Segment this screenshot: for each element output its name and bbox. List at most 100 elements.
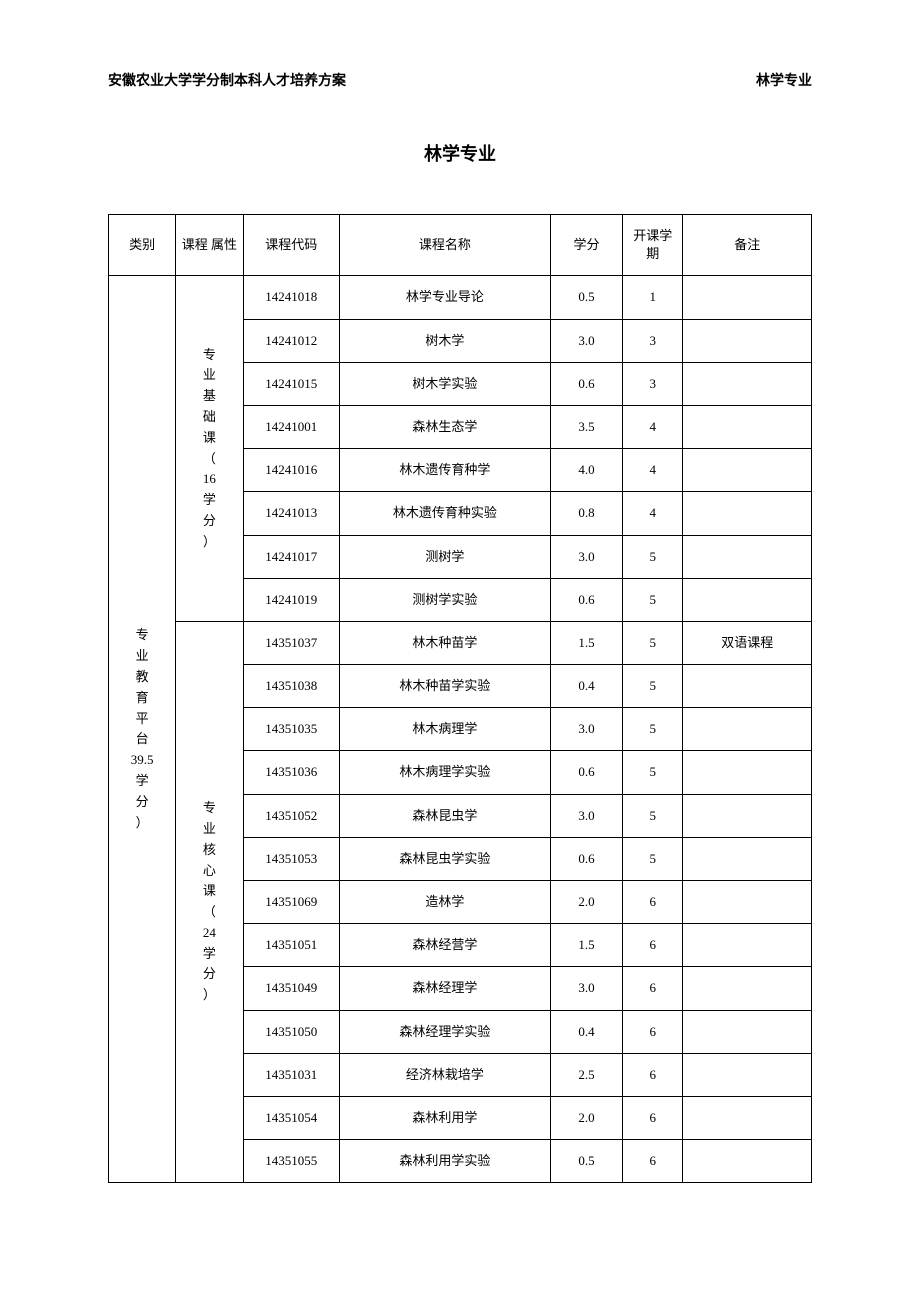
cell-note: [683, 665, 812, 708]
col-term: 开课学期: [623, 215, 683, 276]
table-body: 专业教育平台39.5学分）专业基础课（16学分）14241018林学专业导论0.…: [109, 276, 812, 1183]
cell-credit: 0.6: [550, 578, 622, 621]
cell-credit: 1.5: [550, 924, 622, 967]
cell-term: 5: [623, 665, 683, 708]
cell-code: 14241015: [243, 362, 339, 405]
col-note: 备注: [683, 215, 812, 276]
cell-note: 双语课程: [683, 621, 812, 664]
cell-note: [683, 405, 812, 448]
cell-term: 5: [623, 794, 683, 837]
cell-name: 林木病理学: [339, 708, 550, 751]
cell-credit: 3.0: [550, 967, 622, 1010]
cell-code: 14351053: [243, 837, 339, 880]
cell-name: 森林昆虫学: [339, 794, 550, 837]
cell-code: 14241012: [243, 319, 339, 362]
header-row: 安徽农业大学学分制本科人才培养方案 林学专业: [108, 70, 812, 90]
cell-note: [683, 578, 812, 621]
cell-credit: 2.5: [550, 1053, 622, 1096]
cell-name: 林木遗传育种学: [339, 449, 550, 492]
cell-name: 林木遗传育种实验: [339, 492, 550, 535]
cell-code: 14351035: [243, 708, 339, 751]
group-cell: 专业基础课（16学分）: [176, 276, 243, 622]
cell-name: 森林经营学: [339, 924, 550, 967]
cell-term: 3: [623, 319, 683, 362]
cell-credit: 2.0: [550, 1096, 622, 1139]
cell-term: 6: [623, 881, 683, 924]
cell-note: [683, 1010, 812, 1053]
course-table: 类别 课程 属性 课程代码 课程名称 学分 开课学期 备注 专业教育平台39.5…: [108, 214, 812, 1183]
cell-term: 6: [623, 1096, 683, 1139]
cell-name: 森林生态学: [339, 405, 550, 448]
cell-code: 14351050: [243, 1010, 339, 1053]
cell-code: 14351049: [243, 967, 339, 1010]
cell-name: 树木学: [339, 319, 550, 362]
cell-term: 4: [623, 449, 683, 492]
cell-term: 5: [623, 837, 683, 880]
cell-note: [683, 881, 812, 924]
col-attribute: 课程 属性: [176, 215, 243, 276]
cell-note: [683, 1140, 812, 1183]
cell-term: 5: [623, 751, 683, 794]
col-code: 课程代码: [243, 215, 339, 276]
cell-credit: 0.5: [550, 1140, 622, 1183]
header-right: 林学专业: [756, 70, 812, 90]
cell-credit: 1.5: [550, 621, 622, 664]
cell-code: 14351051: [243, 924, 339, 967]
cell-note: [683, 319, 812, 362]
cell-code: 14241001: [243, 405, 339, 448]
cell-name: 造林学: [339, 881, 550, 924]
cell-name: 林学专业导论: [339, 276, 550, 319]
cell-credit: 0.4: [550, 1010, 622, 1053]
cell-note: [683, 276, 812, 319]
cell-code: 14351031: [243, 1053, 339, 1096]
cell-note: [683, 794, 812, 837]
cell-name: 测树学: [339, 535, 550, 578]
cell-term: 5: [623, 621, 683, 664]
cell-credit: 4.0: [550, 449, 622, 492]
table-row: 专业核心课（24学分）14351037林木种苗学1.55双语课程: [109, 621, 812, 664]
cell-code: 14241017: [243, 535, 339, 578]
cell-note: [683, 535, 812, 578]
cell-name: 经济林栽培学: [339, 1053, 550, 1096]
cell-term: 5: [623, 535, 683, 578]
cell-note: [683, 1053, 812, 1096]
cell-name: 树木学实验: [339, 362, 550, 405]
cell-credit: 3.0: [550, 708, 622, 751]
cell-credit: 3.0: [550, 319, 622, 362]
cell-credit: 0.6: [550, 751, 622, 794]
cell-term: 3: [623, 362, 683, 405]
cell-code: 14351038: [243, 665, 339, 708]
cell-note: [683, 449, 812, 492]
cell-term: 6: [623, 967, 683, 1010]
page: 安徽农业大学学分制本科人才培养方案 林学专业 林学专业 类别 课程 属性 课程代…: [0, 0, 920, 1223]
cell-credit: 0.5: [550, 276, 622, 319]
table-row: 专业教育平台39.5学分）专业基础课（16学分）14241018林学专业导论0.…: [109, 276, 812, 319]
cell-note: [683, 751, 812, 794]
header-left: 安徽农业大学学分制本科人才培养方案: [108, 70, 346, 90]
cell-name: 林木种苗学: [339, 621, 550, 664]
cell-note: [683, 924, 812, 967]
cell-code: 14351054: [243, 1096, 339, 1139]
table-header-row: 类别 课程 属性 课程代码 课程名称 学分 开课学期 备注: [109, 215, 812, 276]
cell-code: 14351037: [243, 621, 339, 664]
cell-term: 4: [623, 492, 683, 535]
cell-term: 6: [623, 924, 683, 967]
cell-name: 森林利用学: [339, 1096, 550, 1139]
cell-name: 林木种苗学实验: [339, 665, 550, 708]
cell-code: 14241016: [243, 449, 339, 492]
cell-name: 森林经理学: [339, 967, 550, 1010]
cell-credit: 0.6: [550, 362, 622, 405]
cell-name: 测树学实验: [339, 578, 550, 621]
cell-term: 4: [623, 405, 683, 448]
cell-code: 14241019: [243, 578, 339, 621]
cell-note: [683, 492, 812, 535]
category-cell: 专业教育平台39.5学分）: [109, 276, 176, 1183]
cell-code: 14351055: [243, 1140, 339, 1183]
cell-note: [683, 362, 812, 405]
cell-term: 5: [623, 578, 683, 621]
col-category: 类别: [109, 215, 176, 276]
cell-note: [683, 837, 812, 880]
cell-term: 5: [623, 708, 683, 751]
cell-note: [683, 1096, 812, 1139]
cell-term: 1: [623, 276, 683, 319]
